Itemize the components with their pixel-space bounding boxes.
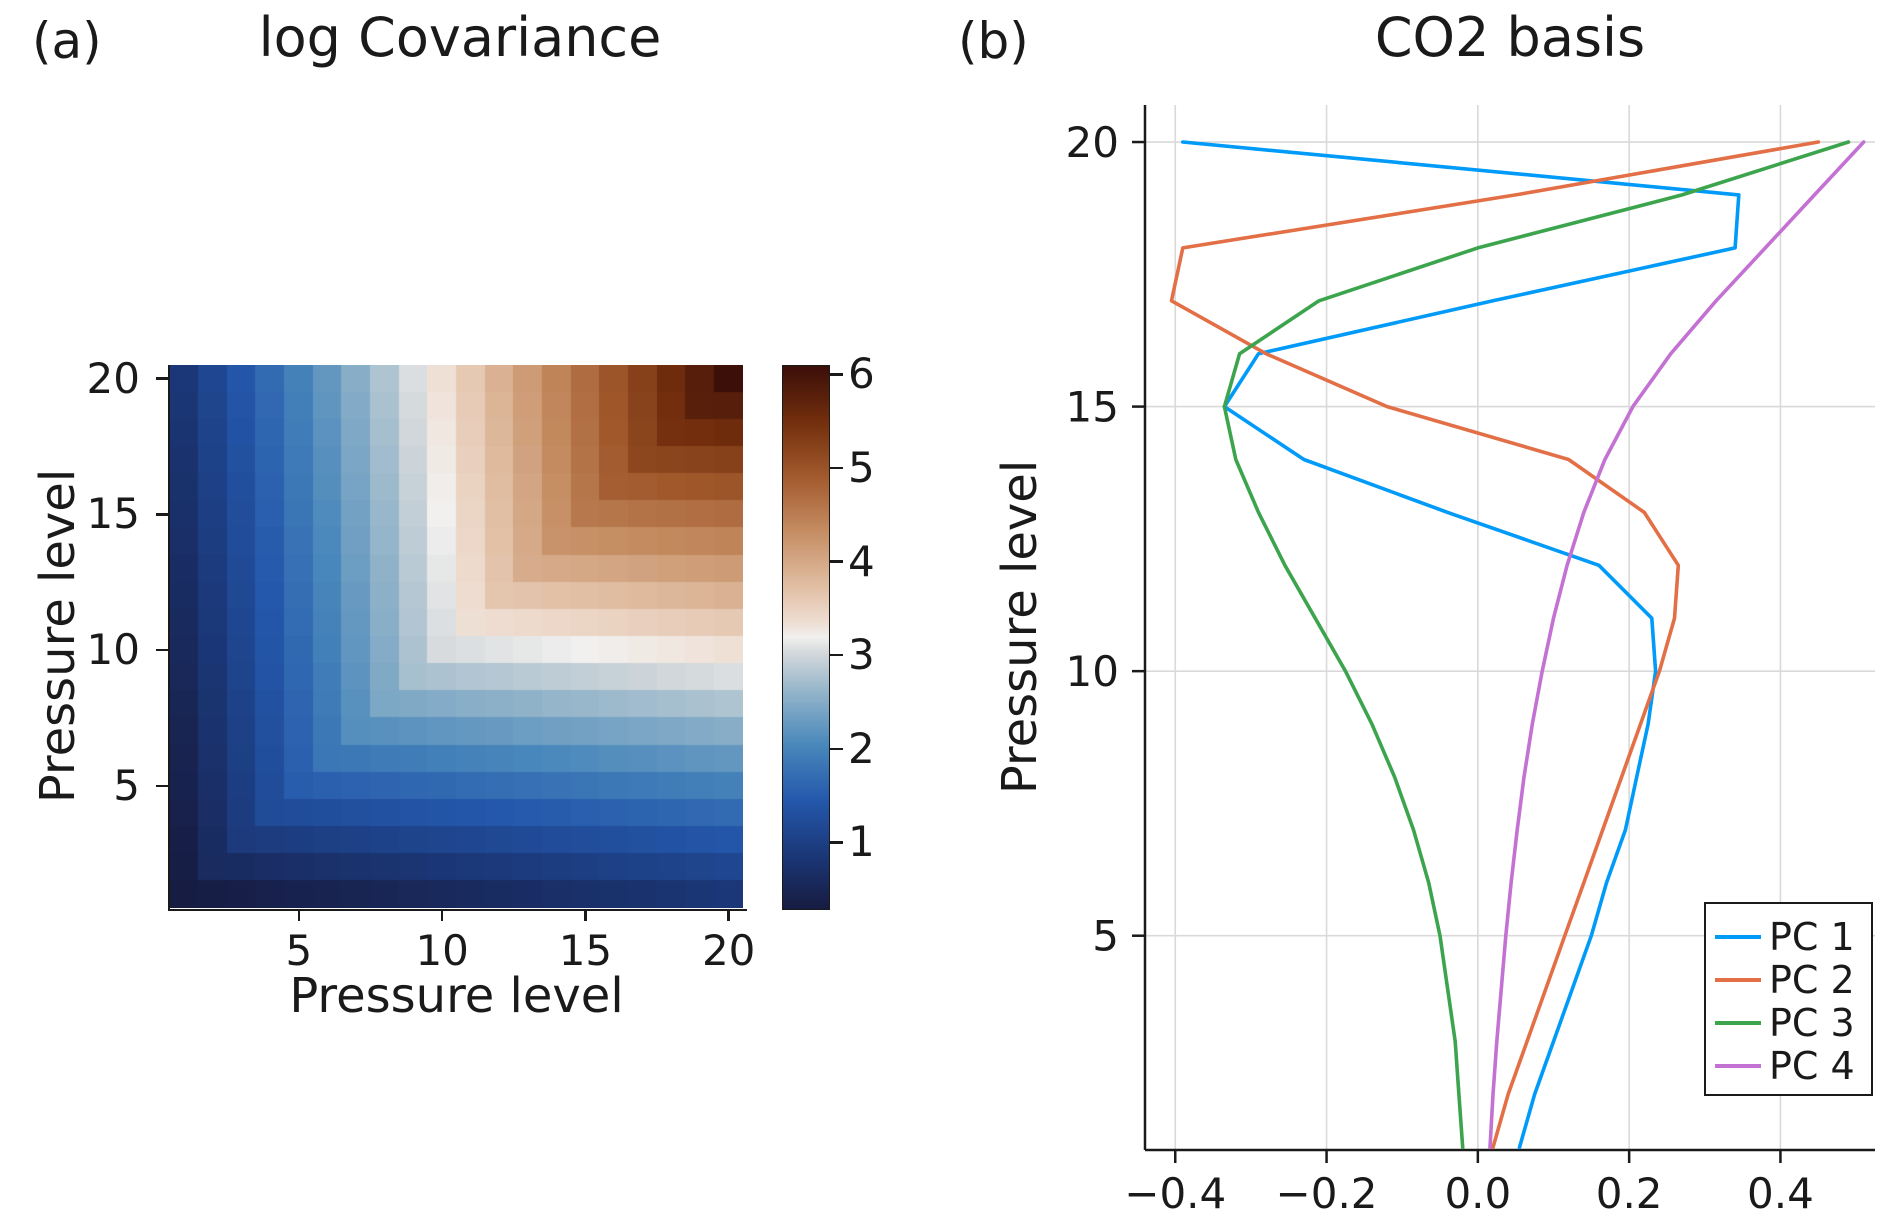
colorbar-tick-label: 3 [848,630,875,680]
panel-b-tag: (b) [958,12,1029,70]
covariance-heatmap [170,365,743,908]
series-line-pc-4 [1488,140,1866,1150]
colorbar-tick [830,653,843,657]
heatmap-x-tick [727,909,730,921]
legend-label-1: PC 1 [1769,915,1855,959]
y-axis-tick-label: 5 [1092,912,1119,961]
x-axis-tick-label: 0.4 [1747,1169,1814,1209]
heatmap-y-tick-label: 20 [86,353,140,403]
colorbar-tick [830,373,843,376]
legend-label-3: PC 3 [1769,1001,1855,1045]
heatmap-axes-frame [167,365,747,911]
heatmap-x-tick-label: 10 [415,926,469,975]
panel-b-title: CO2 basis [1374,6,1646,69]
colorbar-tick-label: 1 [848,817,875,867]
x-axis-tick-label: 0.2 [1596,1169,1663,1209]
heatmap-y-tick [156,377,168,380]
colorbar-tick [830,841,843,844]
colorbar-tick-label: 2 [848,723,875,773]
heatmap-x-tick [440,909,444,921]
colorbar-tick-label: 5 [848,442,875,492]
colorbar-tick-label: 6 [848,349,875,399]
heatmap-y-tick-label: 10 [86,625,140,675]
heatmap-y-tick-label: 15 [86,489,140,539]
legend-label-2: PC 2 [1769,958,1855,1002]
colorbar-tick [830,560,843,563]
colorbar [782,365,830,910]
heatmap-y-tick-label: 5 [113,760,140,810]
series-line-pc-2 [1169,140,1821,1150]
colorbar-tick [830,747,843,751]
legend-label-4: PC 4 [1769,1044,1855,1088]
heatmap-y-tick [156,784,168,788]
colorbar-tick-label: 4 [848,536,875,586]
heatmap-x-tick [297,909,301,921]
series-line-pc-3 [1222,140,1851,1150]
panel-a-tag: (a) [32,12,102,70]
x-axis-tick-label: 0.0 [1444,1169,1511,1209]
heatmap-y-tick [156,648,168,652]
panel-a-title: log Covariance [258,6,662,69]
pc-profiles-plot: −0.4 −0.2 0.0 0.2 0.4 5 10 15 20 PC 1PC 2PC 3PC 4 [1066,105,1875,1209]
heatmap-x-tick-label: 5 [285,926,313,975]
heatmap-x-tick-label: 15 [558,926,613,975]
colorbar-tick [830,466,843,470]
heatmap-y-tick [156,513,168,516]
x-axis-tick-label: −0.4 [1124,1169,1226,1209]
x-axis-tick-label: −0.2 [1276,1169,1378,1209]
y-axis-tick-label: 15 [1066,383,1119,432]
y-axis-tick-label: 20 [1066,118,1119,167]
y-axis-tick-label: 10 [1066,647,1119,696]
heatmap-x-tick [584,909,587,921]
panel-a-x-axis-label: Pressure level [289,968,624,1024]
heatmap-x-tick-label: 20 [701,926,756,975]
series-line-pc-1 [1181,140,1741,1150]
